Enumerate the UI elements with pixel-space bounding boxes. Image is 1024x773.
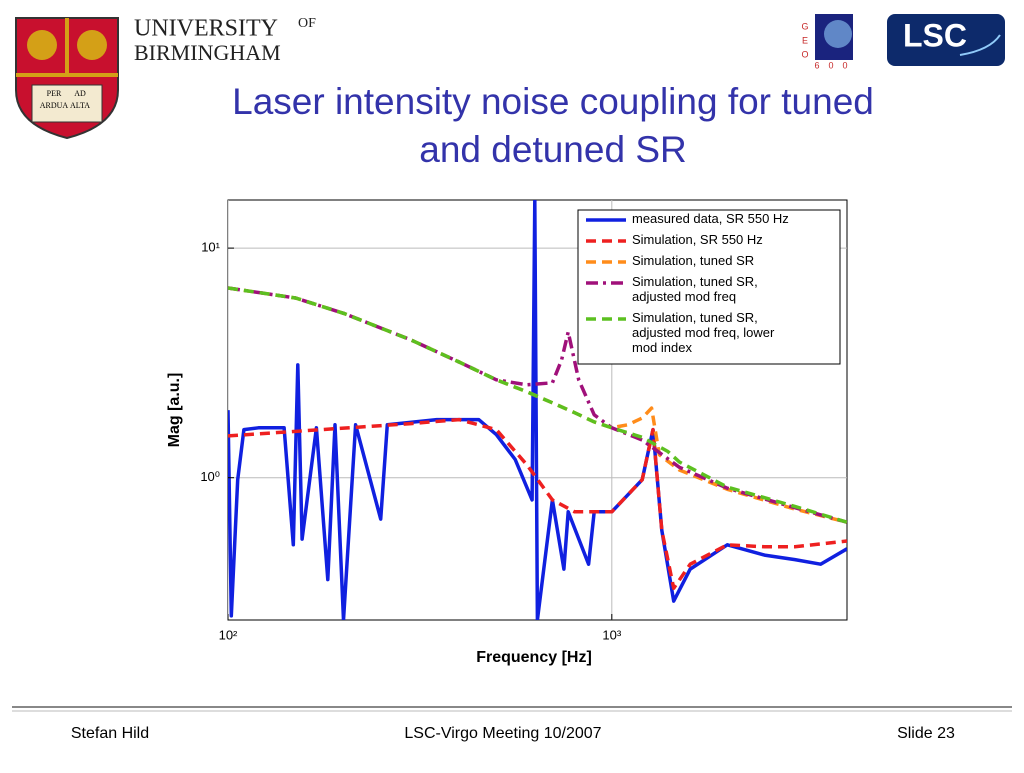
series-line xyxy=(228,417,847,590)
slide-title: Laser intensity noise coupling for tuned xyxy=(232,81,874,122)
lsc-logo xyxy=(887,14,1005,66)
motto: ALTA xyxy=(70,101,90,110)
geo-letter: G xyxy=(801,21,808,31)
crest-mermaid xyxy=(77,30,107,60)
footer-slide: Slide 23 xyxy=(897,725,955,742)
legend-label: Simulation, tuned SR, adjusted mod freq, … xyxy=(632,310,775,355)
motto: ARDUA xyxy=(40,101,69,110)
logo-text: OF xyxy=(298,16,316,31)
geo-digit: 0 xyxy=(842,60,847,70)
logo-text: UNIVERSITY xyxy=(134,16,278,42)
series-line xyxy=(228,286,847,524)
geo-logo-planet xyxy=(824,20,852,48)
lsc-swoosh xyxy=(959,34,1001,56)
geo-digit: 0 xyxy=(828,60,833,70)
x-tick-label: 10³ xyxy=(602,627,621,642)
legend-label: measured data, SR 550 Hz xyxy=(632,211,789,226)
footer-event: LSC-Virgo Meeting 10/2007 xyxy=(404,725,601,742)
legend: measured data, SR 550 Hz Simulation, SR 5… xyxy=(577,209,841,365)
x-axis-label: Frequency [Hz] xyxy=(476,649,592,666)
legend-label: Simulation, SR 550 Hz xyxy=(632,232,763,247)
motto: PER xyxy=(47,89,62,98)
crest-book xyxy=(31,84,103,123)
lsc-text: LSC xyxy=(903,17,967,53)
logo-text: BIRMINGHAM xyxy=(134,40,281,65)
crest-divider xyxy=(16,18,118,77)
motto: AD xyxy=(74,89,86,98)
geo-letter: E xyxy=(802,35,808,45)
crest-lion xyxy=(27,30,57,60)
plot-content xyxy=(228,200,847,620)
footer-author: Stefan Hild xyxy=(71,725,149,742)
legend-label: Simulation, tuned SR xyxy=(632,253,754,268)
y-tick-label: 10¹ xyxy=(201,240,220,255)
slide-title: and detuned SR xyxy=(419,129,686,170)
x-tick-label: 10² xyxy=(219,627,238,642)
legend-box xyxy=(577,209,841,365)
y-tick-label: 10⁰ xyxy=(200,469,220,484)
series-line xyxy=(228,200,847,620)
y-axis-label: Mag [a.u.] xyxy=(166,373,183,448)
geo-letter: O xyxy=(801,49,808,59)
legend-label: Simulation, tuned SR, adjusted mod freq xyxy=(632,274,758,304)
geo-digit: 6 xyxy=(814,60,819,70)
